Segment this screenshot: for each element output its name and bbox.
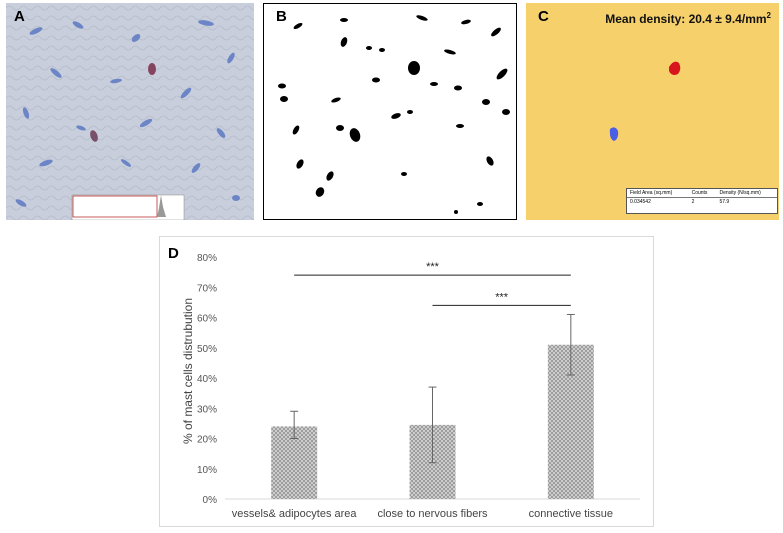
y-tick-label: 50%	[197, 344, 217, 355]
table-header-field-area: Field Area (sq.mm)	[627, 189, 689, 198]
y-tick-label: 0%	[203, 495, 218, 506]
y-tick-label: 20%	[197, 435, 217, 446]
y-tick-label: 10%	[197, 465, 217, 476]
table-cell-density: 57.9	[719, 199, 730, 205]
y-tick-label: 30%	[197, 404, 217, 415]
table-header-density: Density (N/sq.mm)	[716, 189, 777, 198]
micrograph-image	[6, 3, 254, 220]
table-header-counts: Counts	[688, 189, 717, 198]
micrograph-panel-a: A	[6, 3, 254, 220]
density-panel-c: C Mean density: 20.4 ± 9.4/mm2 Field Are…	[526, 3, 779, 220]
segmentation-image	[278, 15, 510, 214]
red-cell-marker	[669, 61, 681, 75]
y-tick-label: 40%	[197, 374, 217, 385]
x-tick-label: vessels& adipocytes area	[232, 508, 358, 520]
mean-density-label: Mean density: 20.4 ± 9.4/mm2	[605, 11, 771, 26]
panel-label-d: D	[168, 245, 179, 262]
y-tick-label: 70%	[197, 283, 217, 294]
panel-label-b: B	[276, 8, 287, 25]
significance-label: ***	[426, 261, 440, 273]
y-tick-label: 60%	[197, 314, 217, 325]
x-tick-label: close to nervous fibers	[377, 508, 488, 520]
bar-chart-panel-d: D % of mast cells distrubution 0% 10% 20% 3…	[159, 236, 654, 527]
significance-label: ***	[495, 291, 509, 303]
y-axis-label: % of mast cells distrubution	[181, 298, 195, 444]
density-map	[609, 61, 681, 141]
density-table: Field Area (sq.mm) Counts Density (N/sq.…	[626, 188, 778, 214]
panel-label-c: C	[538, 8, 549, 25]
table-cell-field-area: 0.034542	[630, 199, 651, 205]
histogram-inset	[71, 194, 185, 220]
panel-label-a: A	[14, 8, 25, 25]
blue-cell-marker	[609, 127, 619, 141]
bar-chart: % of mast cells distrubution 0% 10% 20% 30%…	[181, 253, 640, 520]
y-tick-label: 80%	[197, 253, 217, 264]
x-tick-label: connective tissue	[529, 508, 613, 520]
table-cell-counts: 2	[691, 199, 695, 205]
segmentation-panel-b: B	[263, 3, 517, 220]
